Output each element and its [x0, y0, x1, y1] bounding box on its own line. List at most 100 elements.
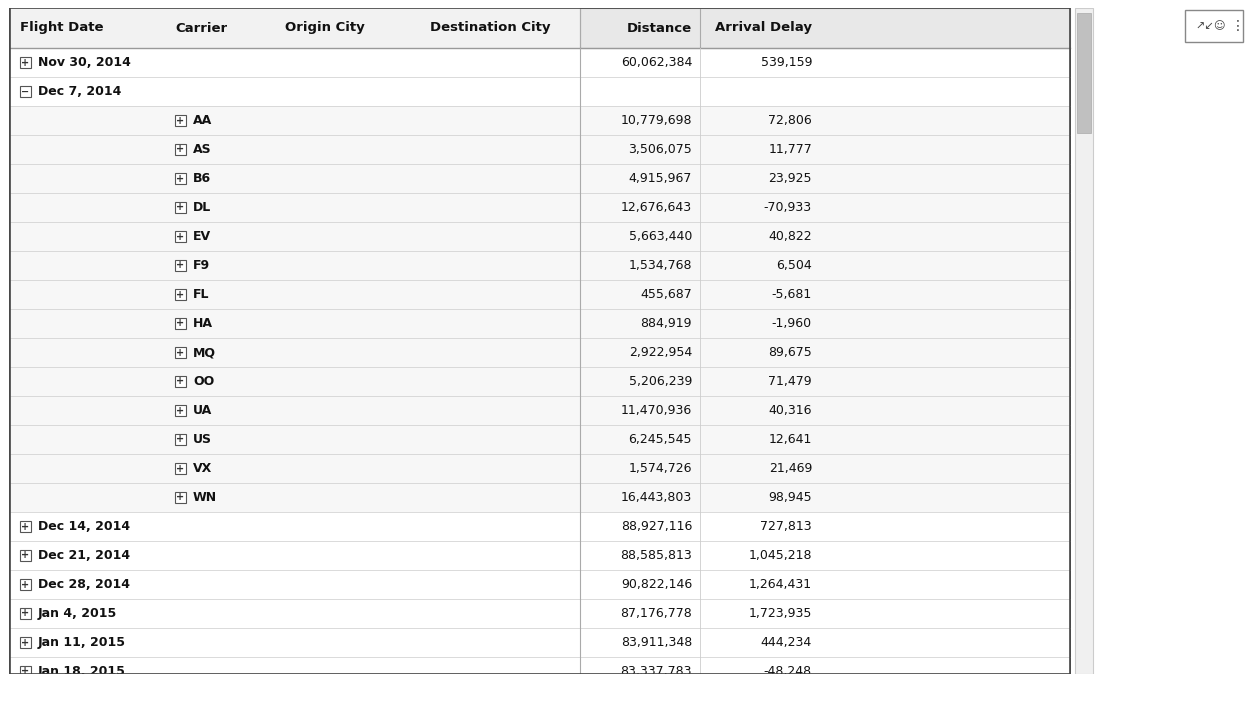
- Text: 89,675: 89,675: [769, 346, 812, 359]
- Text: 40,822: 40,822: [769, 230, 812, 243]
- Text: Destination City: Destination City: [430, 21, 550, 35]
- Text: HA: HA: [192, 317, 213, 330]
- Bar: [10, 8, 1070, 675]
- Text: -5,681: -5,681: [771, 288, 812, 301]
- Bar: [10, 77, 1070, 106]
- Text: DL: DL: [192, 201, 211, 214]
- Bar: [10, 251, 1070, 280]
- Text: 5,663,440: 5,663,440: [629, 230, 692, 243]
- Text: Flight Date: Flight Date: [20, 21, 104, 35]
- Text: 60,062,384: 60,062,384: [620, 56, 693, 69]
- Bar: [20, 86, 31, 97]
- Text: Arrival Delay: Arrival Delay: [715, 21, 812, 35]
- Text: 16,443,803: 16,443,803: [621, 491, 692, 504]
- Bar: [175, 492, 186, 503]
- Bar: [175, 405, 186, 416]
- Bar: [10, 541, 1070, 570]
- Text: AA: AA: [192, 114, 213, 127]
- Bar: [0, 0, 1250, 8]
- Text: +: +: [21, 580, 30, 589]
- Text: 5,206,239: 5,206,239: [629, 375, 692, 388]
- Text: ⋮: ⋮: [1231, 19, 1245, 33]
- Text: 11,777: 11,777: [769, 143, 812, 156]
- Bar: [20, 521, 31, 532]
- Text: −: −: [21, 87, 30, 97]
- Text: +: +: [21, 608, 30, 618]
- Text: 12,641: 12,641: [769, 433, 812, 446]
- Text: 444,234: 444,234: [761, 636, 812, 649]
- Bar: [175, 260, 186, 271]
- Bar: [20, 666, 31, 677]
- Bar: [175, 144, 186, 155]
- Bar: [10, 106, 1070, 135]
- Text: AS: AS: [192, 143, 211, 156]
- Bar: [20, 57, 31, 68]
- Text: +: +: [176, 202, 185, 212]
- Bar: [20, 637, 31, 648]
- Bar: [10, 454, 1070, 483]
- Text: 88,585,813: 88,585,813: [620, 549, 693, 562]
- Text: 6,504: 6,504: [776, 259, 812, 272]
- Bar: [10, 338, 1070, 367]
- Bar: [10, 8, 1070, 675]
- Text: US: US: [192, 433, 213, 446]
- Text: 1,534,768: 1,534,768: [629, 259, 692, 272]
- Text: 98,945: 98,945: [769, 491, 812, 504]
- Text: +: +: [176, 231, 185, 242]
- Text: Dec 7, 2014: Dec 7, 2014: [38, 85, 121, 98]
- Bar: [1078, 13, 1091, 133]
- Bar: [10, 309, 1070, 338]
- Text: 2,922,954: 2,922,954: [629, 346, 692, 359]
- Text: +: +: [176, 493, 185, 503]
- Bar: [175, 347, 186, 358]
- Text: 884,919: 884,919: [640, 317, 692, 330]
- Bar: [175, 434, 186, 445]
- Text: +: +: [21, 58, 30, 68]
- Bar: [175, 173, 186, 184]
- Text: F9: F9: [192, 259, 210, 272]
- Text: 455,687: 455,687: [640, 288, 692, 301]
- Text: 1,045,218: 1,045,218: [749, 549, 812, 562]
- Text: Dec 21, 2014: Dec 21, 2014: [38, 549, 130, 562]
- Bar: [175, 202, 186, 213]
- Bar: [175, 318, 186, 329]
- Text: FL: FL: [192, 288, 210, 301]
- Bar: [10, 48, 1070, 77]
- Bar: [175, 463, 186, 474]
- Text: Jan 4, 2015: Jan 4, 2015: [38, 607, 118, 620]
- Text: +: +: [176, 434, 185, 444]
- Text: +: +: [176, 405, 185, 415]
- Bar: [10, 164, 1070, 193]
- Text: Jan 18, 2015: Jan 18, 2015: [38, 665, 126, 678]
- Bar: [10, 135, 1070, 164]
- Text: +: +: [21, 551, 30, 560]
- Text: Distance: Distance: [628, 21, 692, 35]
- Bar: [10, 8, 1070, 48]
- Text: Dec 28, 2014: Dec 28, 2014: [38, 578, 130, 591]
- Text: B6: B6: [192, 172, 211, 185]
- Bar: [580, 8, 1070, 48]
- Text: 4,915,967: 4,915,967: [629, 172, 692, 185]
- Bar: [10, 8, 1070, 675]
- Text: ↗↙: ↗↙: [1195, 21, 1214, 31]
- Bar: [10, 396, 1070, 425]
- Bar: [1185, 10, 1242, 42]
- Text: 539,159: 539,159: [760, 56, 812, 69]
- Text: +: +: [21, 522, 30, 532]
- Text: 727,813: 727,813: [760, 520, 812, 533]
- Bar: [10, 483, 1070, 512]
- Bar: [175, 376, 186, 387]
- Bar: [10, 570, 1070, 599]
- Text: 87,176,778: 87,176,778: [620, 607, 693, 620]
- Text: +: +: [176, 319, 185, 329]
- Bar: [20, 579, 31, 590]
- Text: 23,925: 23,925: [769, 172, 812, 185]
- Text: 90,822,146: 90,822,146: [621, 578, 692, 591]
- Text: 83,337,783: 83,337,783: [620, 665, 693, 678]
- Text: 40,316: 40,316: [769, 404, 812, 417]
- Text: UA: UA: [192, 404, 213, 417]
- Text: 12,676,643: 12,676,643: [621, 201, 692, 214]
- Text: +: +: [176, 173, 185, 183]
- Text: 1,264,431: 1,264,431: [749, 578, 812, 591]
- Text: 1,723,935: 1,723,935: [749, 607, 812, 620]
